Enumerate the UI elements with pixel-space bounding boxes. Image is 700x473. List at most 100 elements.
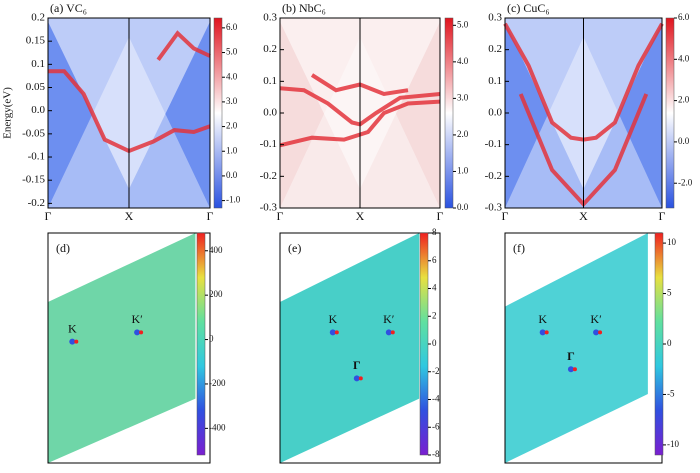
hotspot xyxy=(353,375,360,382)
annotation: K′ xyxy=(383,312,395,326)
panel-title: (b) NbC₆ xyxy=(282,1,326,15)
colorbar-tick-label: -6 xyxy=(432,421,440,431)
plot-frame xyxy=(47,232,211,464)
colorbar-tick-label: 3.0 xyxy=(457,92,469,102)
colorbar-tick-label: 6 xyxy=(432,255,437,265)
annotation: K xyxy=(538,312,547,326)
y-tick-label: -0.3 xyxy=(485,202,503,214)
colorbar-tick-label: 0 xyxy=(667,338,672,348)
colorbar xyxy=(444,17,454,209)
colorbar-tick-label: 0 xyxy=(432,338,437,348)
y-tick-label: 0.15 xyxy=(26,35,46,47)
y-tick-label: -0.05 xyxy=(22,127,45,139)
colorbar xyxy=(654,232,664,456)
heatmap-surface xyxy=(280,233,420,463)
x-tick-label: X xyxy=(579,209,588,223)
y-tick-label: 0.0 xyxy=(488,107,502,119)
colorbar-tick-label: 200 xyxy=(209,289,223,299)
hotspot xyxy=(593,329,600,336)
y-tick-label: 0.0 xyxy=(31,104,45,116)
colorbar-tick-label: 6.0 xyxy=(678,12,690,22)
hotspot xyxy=(544,330,549,335)
colorbar-tick-label: -8 xyxy=(432,449,440,459)
hotspot xyxy=(74,339,79,344)
x-tick-label: Γ xyxy=(502,209,509,223)
panel-title: (a) VC₆ xyxy=(50,1,87,15)
colorbar-tick-label: 4 xyxy=(432,283,437,293)
colorbar-tick-label: 5.0 xyxy=(457,19,469,29)
annotation: K xyxy=(68,321,77,335)
heatmap-surface xyxy=(48,233,196,463)
annotation: K′ xyxy=(131,312,143,326)
colorbar-tick-label: 2.0 xyxy=(457,129,469,139)
colorbar-tick-label: -2.0 xyxy=(678,177,693,187)
colorbar-tick-label: -10 xyxy=(667,439,679,449)
x-tick-label: X xyxy=(125,209,134,223)
annotation: K′ xyxy=(590,312,602,326)
colorbar-tick-label: 2.0 xyxy=(678,95,690,105)
colorbar-tick-label: 4.0 xyxy=(457,56,469,66)
y-tick-label: -0.3 xyxy=(260,202,278,214)
x-tick-label: Γ xyxy=(659,209,666,223)
y-tick-label: 0.2 xyxy=(488,43,502,55)
y-tick-label: -0.1 xyxy=(260,138,277,150)
y-tick-label: 0.2 xyxy=(263,43,277,55)
colorbar-tick-label: 4.0 xyxy=(226,71,238,81)
y-tick-label: 0.3 xyxy=(488,12,502,24)
y-tick-label: -0.1 xyxy=(485,138,502,150)
y-tick-label: -0.1 xyxy=(28,151,45,163)
colorbar-tick-label: 2 xyxy=(432,310,437,320)
annotation: Γ xyxy=(567,349,575,363)
colorbar-tick-label: 6.0 xyxy=(226,22,238,32)
colorbar xyxy=(213,17,223,209)
y-tick-label: 0.1 xyxy=(31,58,45,70)
colorbar-tick-label: 0.0 xyxy=(226,170,238,180)
heatmap-surface xyxy=(505,233,648,463)
spectral-band xyxy=(279,86,441,127)
colorbar-tick-label: 0.0 xyxy=(678,136,690,146)
y-tick-label: -0.2 xyxy=(260,170,277,182)
x-tick-label: X xyxy=(356,209,365,223)
y-tick-label: -0.15 xyxy=(22,174,45,186)
y-tick-label: 0.0 xyxy=(263,107,277,119)
hotspot xyxy=(567,366,574,373)
colorbar xyxy=(419,232,429,456)
colorbar-tick-label: 2.0 xyxy=(226,121,238,131)
y-tick-label: 0.2 xyxy=(31,12,45,24)
panel-title: (d) xyxy=(56,241,70,255)
panel-title: (c) CuC₆ xyxy=(507,1,550,15)
hotspot xyxy=(385,329,392,336)
colorbar-tick-label: 0 xyxy=(209,334,214,344)
y-axis-label: Energy(eV) xyxy=(2,87,14,139)
hotspot xyxy=(69,338,76,345)
x-tick-label: Γ xyxy=(277,209,284,223)
colorbar-tick-label: 4.0 xyxy=(678,53,690,63)
y-tick-label: 0.05 xyxy=(26,81,46,93)
colorbar-tick-label: 1.0 xyxy=(226,145,238,155)
colorbar-tick-label: 400 xyxy=(209,245,223,255)
hotspot xyxy=(390,330,395,335)
colorbar xyxy=(665,17,675,209)
plot-frame xyxy=(47,17,211,209)
panel-title: (e) xyxy=(288,241,301,255)
colorbar-tick-label: -2 xyxy=(432,366,440,376)
annotation: K xyxy=(328,312,337,326)
colorbar-tick-label: 10 xyxy=(667,237,677,247)
hotspot xyxy=(572,367,577,372)
colorbar-tick-label: -200 xyxy=(209,378,226,388)
spectral-band xyxy=(279,99,441,148)
x-tick-label: Γ xyxy=(45,209,52,223)
panel-title: (f) xyxy=(513,241,525,255)
y-tick-label: 0.3 xyxy=(263,12,277,24)
colorbar-tick-label: -4 xyxy=(432,394,440,404)
x-tick-label: Γ xyxy=(207,209,214,223)
spectral-band xyxy=(156,30,211,61)
annotation: Γ xyxy=(353,358,361,372)
x-tick-label: Γ xyxy=(437,209,444,223)
colorbar-tick-label: 5 xyxy=(667,288,672,298)
y-tick-label: -0.2 xyxy=(28,197,45,209)
y-tick-label: 0.1 xyxy=(263,75,277,87)
hotspot xyxy=(139,330,144,335)
colorbar-tick-label: 3.0 xyxy=(226,96,238,106)
